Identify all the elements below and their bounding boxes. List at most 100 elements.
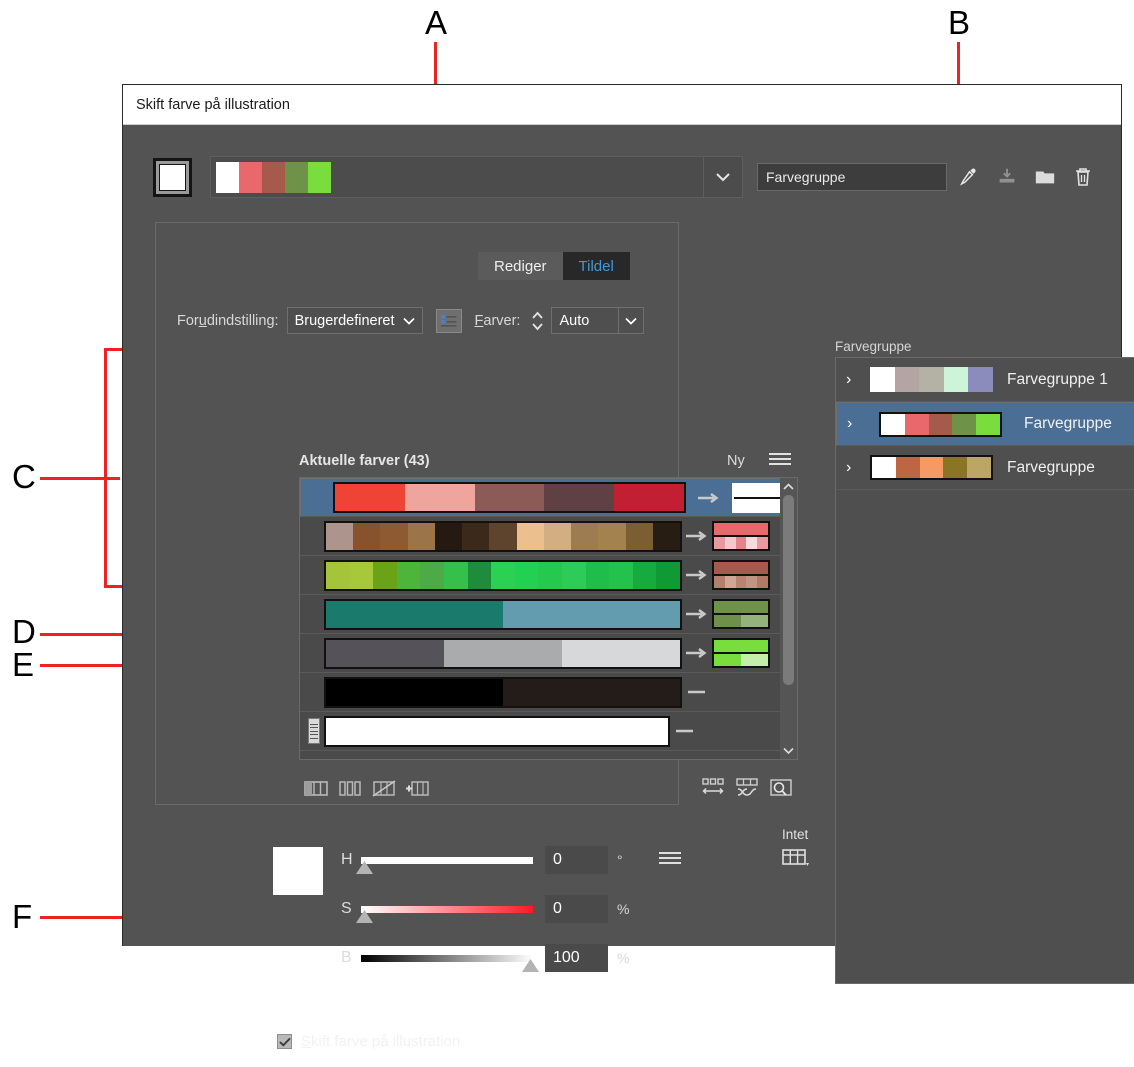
- source-swatch[interactable]: [349, 561, 374, 589]
- source-swatch[interactable]: [543, 522, 572, 550]
- new-folder-icon[interactable]: [1029, 162, 1061, 192]
- hsb-slider-knob[interactable]: [521, 958, 539, 974]
- scroll-up-button[interactable]: [780, 478, 797, 495]
- trash-icon[interactable]: [1067, 162, 1099, 192]
- source-swatch[interactable]: [467, 561, 492, 589]
- randomize-order-icon[interactable]: [696, 775, 730, 801]
- source-swatch[interactable]: [407, 522, 435, 550]
- source-swatch[interactable]: [462, 522, 490, 550]
- list-options-icon[interactable]: [435, 308, 462, 333]
- eyedropper-icon[interactable]: [953, 162, 985, 192]
- target-color-swatch[interactable]: [712, 560, 770, 590]
- hsb-value-input[interactable]: 0: [545, 846, 608, 874]
- separate-colors-icon[interactable]: [333, 775, 367, 801]
- active-swatch[interactable]: [239, 161, 262, 193]
- color-row[interactable]: [300, 478, 797, 517]
- active-swatch[interactable]: [216, 161, 239, 193]
- scrollbar-thumb[interactable]: [783, 495, 794, 685]
- source-swatch[interactable]: [571, 522, 599, 550]
- source-swatch[interactable]: [326, 522, 354, 550]
- source-color-ramp[interactable]: [324, 676, 682, 708]
- hsb-slider-track[interactable]: [361, 954, 539, 972]
- color-group-row[interactable]: › Farvegruppe: [836, 446, 1134, 490]
- source-swatch[interactable]: [503, 600, 592, 628]
- source-color-ramp[interactable]: [324, 559, 682, 591]
- source-swatch[interactable]: [444, 639, 562, 667]
- hamburger-menu-icon[interactable]: [769, 452, 791, 471]
- source-swatch[interactable]: [614, 484, 685, 511]
- preset-select[interactable]: Brugerdefineret: [286, 307, 423, 334]
- hsb-value-input[interactable]: 100: [545, 944, 608, 972]
- colors-stepper[interactable]: [529, 307, 546, 334]
- target-color-swatch[interactable]: [712, 638, 770, 668]
- color-group-row[interactable]: › Farvegruppe: [836, 402, 1134, 446]
- current-colors-list[interactable]: [299, 477, 798, 760]
- add-row-icon[interactable]: [401, 775, 435, 801]
- source-swatch[interactable]: [326, 717, 668, 745]
- hsb-slider-track[interactable]: [356, 905, 533, 923]
- recolor-artwork-checkbox[interactable]: [277, 1034, 292, 1049]
- source-swatch[interactable]: [591, 600, 680, 628]
- source-swatch[interactable]: [326, 600, 415, 628]
- source-color-ramp[interactable]: [324, 520, 682, 552]
- source-color-ramp[interactable]: [324, 598, 682, 630]
- source-color-ramp[interactable]: [324, 637, 682, 669]
- source-swatch[interactable]: [625, 522, 653, 550]
- color-mode-grid-icon[interactable]: [782, 848, 810, 875]
- color-row[interactable]: [300, 712, 797, 751]
- target-color-swatch[interactable]: [712, 599, 770, 629]
- source-swatch[interactable]: [443, 561, 468, 589]
- source-swatch[interactable]: [414, 600, 503, 628]
- source-swatch[interactable]: [326, 561, 350, 589]
- source-swatch[interactable]: [538, 561, 562, 589]
- source-color-ramp[interactable]: [324, 715, 670, 747]
- tab-tildel[interactable]: Tildel: [562, 252, 630, 280]
- hsb-slider-knob[interactable]: [356, 909, 374, 925]
- source-swatch[interactable]: [404, 484, 475, 511]
- group-name-input[interactable]: Farvegruppe: [757, 163, 947, 191]
- source-swatch[interactable]: [380, 522, 408, 550]
- list-scrollbar[interactable]: [780, 478, 797, 759]
- tab-rediger[interactable]: Rediger: [478, 252, 563, 280]
- colors-select[interactable]: Auto: [551, 307, 620, 334]
- source-swatch[interactable]: [561, 561, 586, 589]
- preview-color-group-icon[interactable]: [764, 775, 798, 801]
- color-groups-panel[interactable]: › Farvegruppe 1 › Farvegruppe › Farvegruppe: [835, 357, 1134, 984]
- source-swatch[interactable]: [609, 561, 633, 589]
- source-swatch[interactable]: [562, 639, 680, 667]
- color-group-row[interactable]: › Farvegruppe 1: [836, 358, 1134, 402]
- exclude-colors-icon[interactable]: [367, 775, 401, 801]
- row-grip-handle[interactable]: [308, 718, 320, 744]
- source-swatch[interactable]: [585, 561, 610, 589]
- color-group-swatches[interactable]: [870, 367, 993, 392]
- source-swatch[interactable]: [334, 484, 405, 511]
- colors-select-caret[interactable]: [618, 307, 645, 334]
- cancel-button[interactable]: Annuller: [1081, 1028, 1134, 1067]
- merge-colors-icon[interactable]: [299, 775, 333, 801]
- target-color-swatch[interactable]: [712, 521, 770, 551]
- color-group-dropdown-button[interactable]: [703, 156, 742, 198]
- hsb-value-input[interactable]: 0: [545, 895, 608, 923]
- active-color-group-bar[interactable]: [210, 156, 743, 198]
- source-swatch[interactable]: [489, 522, 517, 550]
- source-swatch[interactable]: [598, 522, 626, 550]
- active-swatch[interactable]: [285, 161, 308, 193]
- source-swatch[interactable]: [652, 522, 681, 550]
- color-group-swatches[interactable]: [879, 411, 1002, 437]
- hsb-menu-icon[interactable]: [659, 851, 681, 870]
- source-swatch[interactable]: [326, 639, 444, 667]
- chevron-right-icon[interactable]: ›: [846, 458, 852, 476]
- color-row[interactable]: [300, 673, 797, 712]
- hsb-slider-track[interactable]: [356, 856, 533, 874]
- source-swatch[interactable]: [326, 678, 503, 706]
- source-swatch[interactable]: [396, 561, 421, 589]
- source-swatch[interactable]: [632, 561, 657, 589]
- source-swatch[interactable]: [353, 522, 381, 550]
- scroll-down-button[interactable]: [780, 742, 797, 759]
- source-swatch[interactable]: [491, 561, 515, 589]
- chevron-right-icon[interactable]: ›: [847, 415, 853, 432]
- source-swatch[interactable]: [656, 561, 680, 589]
- hsb-preview-swatch[interactable]: [273, 847, 323, 895]
- source-swatch[interactable]: [420, 561, 444, 589]
- source-swatch[interactable]: [373, 561, 397, 589]
